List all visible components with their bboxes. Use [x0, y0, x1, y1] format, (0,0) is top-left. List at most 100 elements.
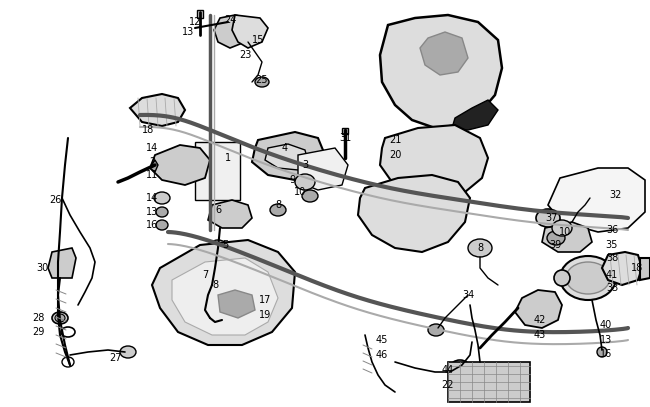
Polygon shape	[452, 100, 498, 130]
Text: 21: 21	[389, 135, 401, 145]
Polygon shape	[195, 142, 240, 200]
Text: 37: 37	[546, 213, 558, 223]
Ellipse shape	[154, 192, 170, 204]
Ellipse shape	[560, 256, 616, 300]
Text: 4: 4	[282, 143, 288, 153]
Text: 35: 35	[606, 240, 618, 250]
Text: 23: 23	[239, 50, 251, 60]
Polygon shape	[380, 125, 488, 198]
Bar	[342, 128, 348, 134]
Text: 11: 11	[146, 170, 158, 180]
Text: 43: 43	[534, 330, 546, 340]
Text: 39: 39	[549, 240, 561, 250]
Text: 40: 40	[600, 320, 612, 330]
Text: 46: 46	[376, 350, 388, 360]
Ellipse shape	[547, 231, 565, 245]
Text: 16: 16	[600, 349, 612, 359]
Ellipse shape	[552, 220, 572, 236]
Ellipse shape	[120, 346, 136, 358]
Text: 29: 29	[32, 327, 44, 337]
Text: 2: 2	[149, 157, 155, 167]
Text: 17: 17	[259, 295, 271, 305]
Bar	[448, 362, 530, 402]
Text: 33: 33	[606, 283, 618, 293]
Polygon shape	[548, 168, 645, 232]
Ellipse shape	[302, 190, 318, 202]
Ellipse shape	[55, 314, 65, 322]
Text: 26: 26	[49, 195, 61, 205]
Text: 13: 13	[146, 207, 158, 217]
Ellipse shape	[295, 174, 315, 190]
Text: 20: 20	[389, 150, 401, 160]
Polygon shape	[515, 290, 562, 328]
Text: 14: 14	[146, 193, 158, 203]
Polygon shape	[542, 222, 592, 252]
Text: 15: 15	[252, 35, 264, 45]
Ellipse shape	[156, 207, 168, 217]
Text: 13: 13	[600, 335, 612, 345]
Text: 14: 14	[146, 143, 158, 153]
Text: 34: 34	[462, 290, 474, 300]
Ellipse shape	[597, 347, 607, 357]
Text: 5: 5	[222, 240, 228, 250]
Text: 3: 3	[302, 160, 308, 170]
Text: 18: 18	[631, 263, 643, 273]
Polygon shape	[150, 160, 158, 172]
Text: 10: 10	[294, 187, 306, 197]
Ellipse shape	[536, 209, 560, 227]
Ellipse shape	[255, 77, 269, 87]
Polygon shape	[252, 132, 325, 180]
Polygon shape	[152, 240, 295, 345]
Text: 10: 10	[559, 227, 571, 237]
Text: 8: 8	[275, 200, 281, 210]
Polygon shape	[150, 145, 210, 185]
Polygon shape	[640, 258, 650, 280]
Text: 1: 1	[225, 153, 231, 163]
Polygon shape	[420, 32, 468, 75]
Polygon shape	[265, 144, 308, 170]
Text: 6: 6	[215, 205, 221, 215]
Text: 44: 44	[442, 365, 454, 375]
Text: 12: 12	[188, 17, 202, 27]
Polygon shape	[48, 248, 76, 278]
Text: 31: 31	[339, 133, 351, 143]
Text: 42: 42	[534, 315, 546, 325]
Text: 38: 38	[606, 253, 618, 263]
Ellipse shape	[468, 239, 492, 257]
Ellipse shape	[270, 204, 286, 216]
Text: 32: 32	[609, 190, 621, 200]
Polygon shape	[172, 258, 278, 335]
Polygon shape	[214, 15, 252, 48]
Text: 8: 8	[212, 280, 218, 290]
Text: 27: 27	[109, 353, 122, 363]
Text: 36: 36	[606, 225, 618, 235]
Text: 19: 19	[259, 310, 271, 320]
Text: 16: 16	[146, 220, 158, 230]
Text: 13: 13	[182, 27, 194, 37]
Text: 45: 45	[376, 335, 388, 345]
Text: 7: 7	[202, 270, 208, 280]
Polygon shape	[130, 94, 185, 126]
Ellipse shape	[208, 240, 228, 256]
Bar	[197, 10, 203, 18]
Polygon shape	[298, 148, 348, 190]
Polygon shape	[232, 15, 268, 48]
Text: 22: 22	[442, 380, 454, 390]
Ellipse shape	[566, 262, 610, 294]
Polygon shape	[358, 175, 470, 252]
Text: 18: 18	[142, 125, 154, 135]
Text: 41: 41	[606, 270, 618, 280]
Text: 30: 30	[36, 263, 48, 273]
Text: 28: 28	[32, 313, 44, 323]
Text: 9: 9	[289, 175, 295, 185]
Polygon shape	[380, 15, 502, 128]
Ellipse shape	[52, 312, 68, 324]
Polygon shape	[602, 252, 642, 285]
Ellipse shape	[156, 220, 168, 230]
Ellipse shape	[554, 270, 570, 286]
Text: 24: 24	[224, 15, 236, 25]
Polygon shape	[218, 290, 255, 318]
Polygon shape	[208, 200, 252, 228]
Text: 8: 8	[477, 243, 483, 253]
Ellipse shape	[428, 324, 444, 336]
